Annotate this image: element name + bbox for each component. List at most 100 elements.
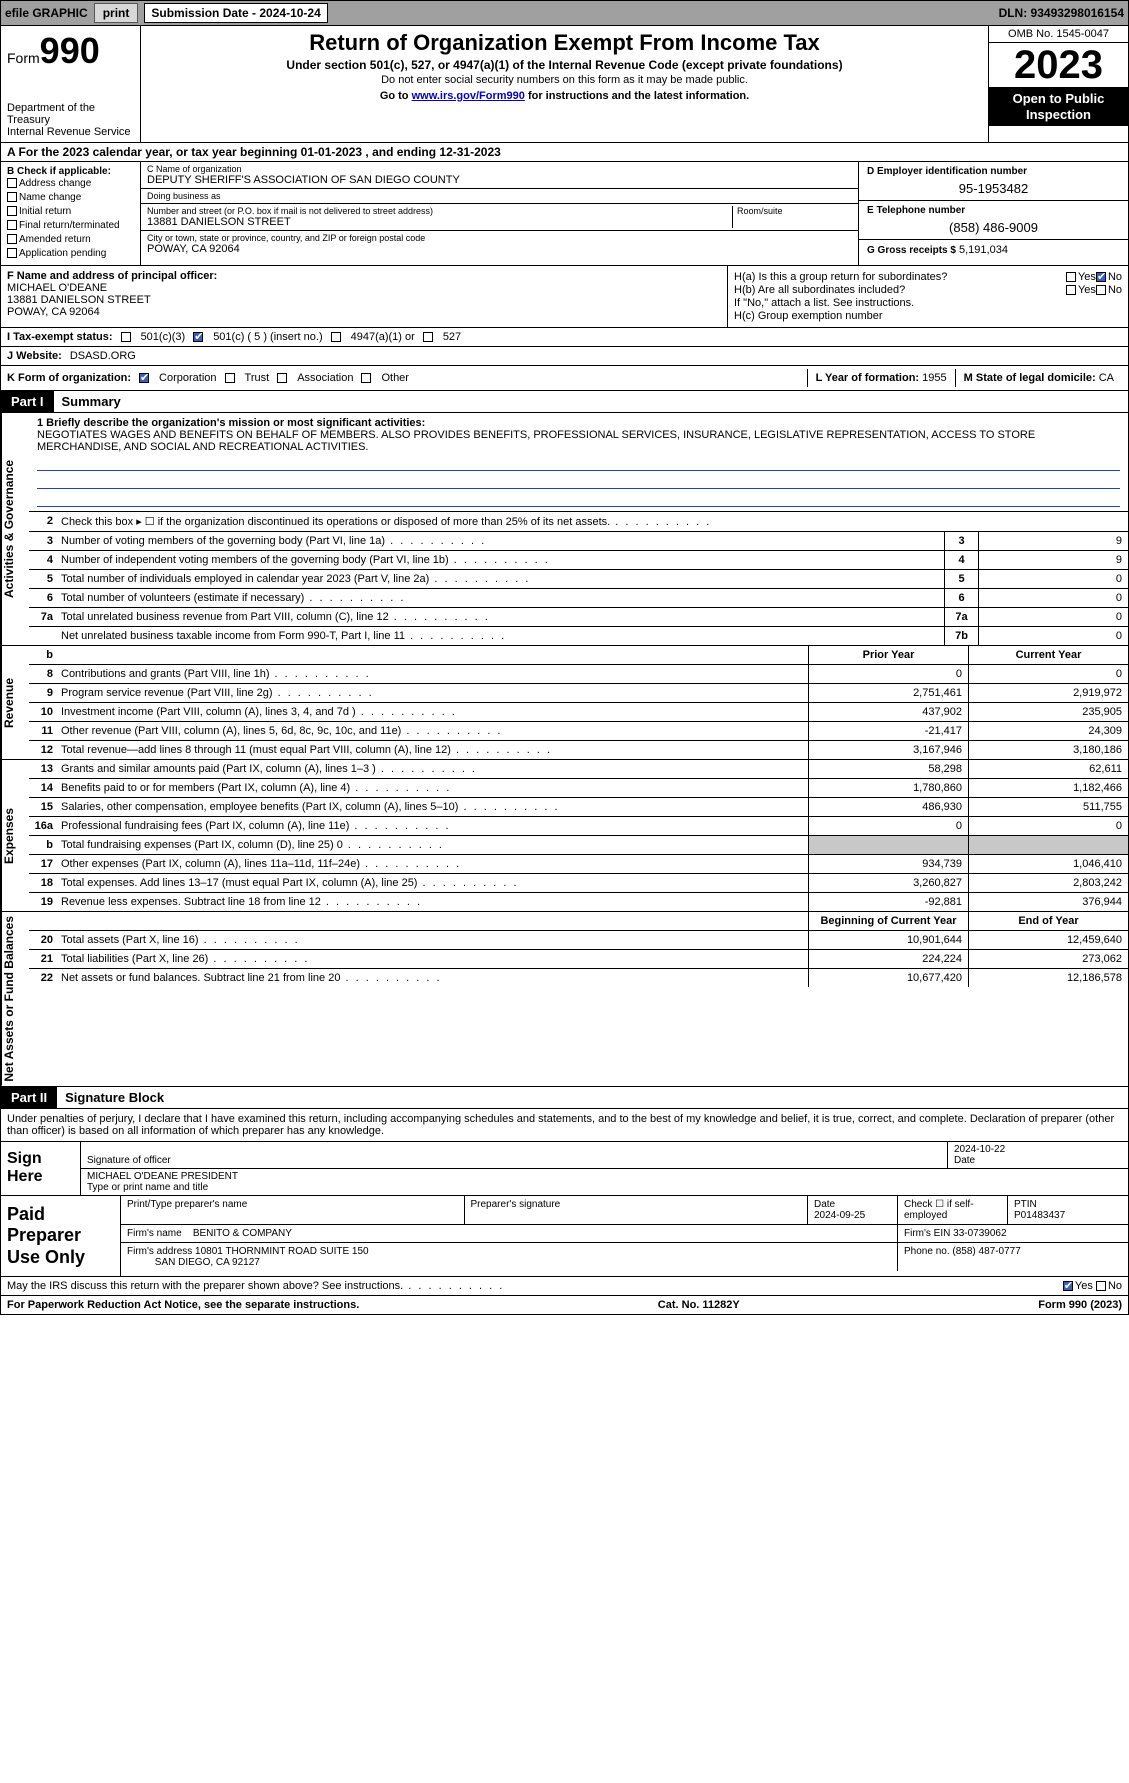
fin-line: 11Other revenue (Part VIII, column (A), … bbox=[29, 722, 1128, 741]
irs-discuss-yes[interactable] bbox=[1063, 1281, 1073, 1291]
mission-text: NEGOTIATES WAGES AND BENEFITS ON BEHALF … bbox=[37, 429, 1120, 453]
gross-label: G Gross receipts $ bbox=[867, 245, 956, 256]
irs-discuss-text: May the IRS discuss this return with the… bbox=[7, 1280, 504, 1292]
line-text: Benefits paid to or for members (Part IX… bbox=[57, 779, 808, 797]
efile-label: efile GRAPHIC bbox=[5, 6, 88, 20]
fin-line: 20Total assets (Part X, line 16)10,901,6… bbox=[29, 931, 1128, 950]
signature-intro: Under penalties of perjury, I declare th… bbox=[0, 1109, 1129, 1142]
chk-final-return[interactable]: Final return/terminated bbox=[7, 219, 134, 233]
line-text: Revenue less expenses. Subtract line 18 … bbox=[57, 893, 808, 911]
line-num: 18 bbox=[29, 874, 57, 892]
box-f: F Name and address of principal officer:… bbox=[1, 266, 728, 327]
box-b: B Check if applicable: Address change Na… bbox=[1, 162, 141, 265]
line-val: 0 bbox=[978, 570, 1128, 588]
h-a-yes[interactable] bbox=[1066, 272, 1076, 282]
mission-label: 1 Briefly describe the organization's mi… bbox=[37, 417, 1120, 429]
chk-amended-return[interactable]: Amended return bbox=[7, 233, 134, 247]
fin-line: 14Benefits paid to or for members (Part … bbox=[29, 779, 1128, 798]
expenses-vlabel: Expenses bbox=[1, 760, 29, 911]
form-header: Form990 Department of the Treasury Inter… bbox=[0, 26, 1129, 143]
preparer-date: 2024-09-25 bbox=[814, 1210, 891, 1221]
chk-527[interactable] bbox=[423, 332, 433, 342]
domicile-label: M State of legal domicile: bbox=[964, 372, 1099, 384]
current-year-val: 2,803,242 bbox=[968, 874, 1128, 892]
chk-initial-return[interactable]: Initial return bbox=[7, 205, 134, 219]
line-num: 7a bbox=[29, 608, 57, 626]
fin-line: 17Other expenses (Part IX, column (A), l… bbox=[29, 855, 1128, 874]
prior-year-val: 10,677,420 bbox=[808, 969, 968, 987]
line-ref: 5 bbox=[944, 570, 978, 588]
section-net-assets: Net Assets or Fund Balances Beginning of… bbox=[0, 912, 1129, 1087]
ptin-value: P01483437 bbox=[1014, 1210, 1122, 1221]
block-bcde: B Check if applicable: Address change Na… bbox=[0, 162, 1129, 266]
box-b-header: B Check if applicable: bbox=[7, 166, 134, 177]
chk-corporation[interactable] bbox=[139, 373, 149, 383]
fin-line: 15Salaries, other compensation, employee… bbox=[29, 798, 1128, 817]
line-text: Other expenses (Part IX, column (A), lin… bbox=[57, 855, 808, 873]
officer-name: MICHAEL O'DEANE bbox=[7, 282, 721, 294]
print-button[interactable]: print bbox=[94, 3, 139, 23]
city-value: POWAY, CA 92064 bbox=[147, 243, 852, 255]
current-year-val: 235,905 bbox=[968, 703, 1128, 721]
current-year-val: 12,186,578 bbox=[968, 969, 1128, 987]
prior-year-val: 3,260,827 bbox=[808, 874, 968, 892]
line-num: 19 bbox=[29, 893, 57, 911]
line-text: Total revenue—add lines 8 through 11 (mu… bbox=[57, 741, 808, 759]
firm-name-label: Firm's name bbox=[127, 1228, 182, 1239]
form-goto: Go to www.irs.gov/Form990 for instructio… bbox=[149, 90, 980, 102]
chk-501c3[interactable] bbox=[121, 332, 131, 342]
h-b-no[interactable] bbox=[1096, 285, 1106, 295]
prior-year-val: 934,739 bbox=[808, 855, 968, 873]
h-b-yes[interactable] bbox=[1066, 285, 1076, 295]
line-num: 5 bbox=[29, 570, 57, 588]
firm-name: BENITO & COMPANY bbox=[193, 1228, 292, 1239]
year-formation-value: 1955 bbox=[922, 372, 946, 384]
chk-address-change[interactable]: Address change bbox=[7, 177, 134, 191]
preparer-date-label: Date bbox=[814, 1199, 891, 1210]
gov-line: 2Check this box ▸ ☐ if the organization … bbox=[29, 512, 1128, 532]
irs-link[interactable]: www.irs.gov/Form990 bbox=[412, 90, 525, 102]
form-org-label: K Form of organization: bbox=[7, 372, 131, 384]
part-2-title: Signature Block bbox=[57, 1087, 1128, 1108]
current-year-val: 376,944 bbox=[968, 893, 1128, 911]
fin-line: 12Total revenue—add lines 8 through 11 (… bbox=[29, 741, 1128, 759]
line-num: 21 bbox=[29, 950, 57, 968]
line-num: b bbox=[29, 836, 57, 854]
lm-section: L Year of formation: 1955 M State of leg… bbox=[807, 369, 1122, 387]
submission-date: Submission Date - 2024-10-24 bbox=[144, 3, 327, 23]
h-a-no[interactable] bbox=[1096, 272, 1106, 282]
current-year-val: 1,046,410 bbox=[968, 855, 1128, 873]
room-label: Room/suite bbox=[737, 206, 852, 216]
line-text: Total unrelated business revenue from Pa… bbox=[57, 608, 944, 626]
chk-other[interactable] bbox=[361, 373, 371, 383]
chk-4947[interactable] bbox=[331, 332, 341, 342]
chk-name-change[interactable]: Name change bbox=[7, 191, 134, 205]
preparer-name-label: Print/Type preparer's name bbox=[127, 1199, 458, 1210]
dba-label: Doing business as bbox=[147, 191, 852, 201]
line-text: Total assets (Part X, line 16) bbox=[57, 931, 808, 949]
topbar: efile GRAPHIC print Submission Date - 20… bbox=[0, 0, 1129, 26]
omb-number: OMB No. 1545-0047 bbox=[989, 26, 1128, 43]
chk-association[interactable] bbox=[277, 373, 287, 383]
chk-501c[interactable] bbox=[193, 332, 203, 342]
line-val: 0 bbox=[978, 627, 1128, 645]
officer-street: 13881 DANIELSON STREET bbox=[7, 294, 721, 306]
self-employed-check[interactable]: Check ☐ if self-employed bbox=[898, 1196, 1008, 1224]
irs-discuss-no[interactable] bbox=[1096, 1281, 1106, 1291]
fin-line: 8Contributions and grants (Part VIII, li… bbox=[29, 665, 1128, 684]
section-expenses: Expenses 13Grants and similar amounts pa… bbox=[0, 760, 1129, 912]
officer-printed-name: MICHAEL O'DEANE PRESIDENT bbox=[87, 1171, 1122, 1182]
prior-year-val: -92,881 bbox=[808, 893, 968, 911]
governance-vlabel: Activities & Governance bbox=[1, 413, 29, 645]
row-i: I Tax-exempt status: 501(c)(3) 501(c) ( … bbox=[0, 328, 1129, 347]
chk-trust[interactable] bbox=[225, 373, 235, 383]
h-a-label: H(a) Is this a group return for subordin… bbox=[734, 271, 1066, 283]
chk-application-pending[interactable]: Application pending bbox=[7, 247, 134, 261]
block-fh: F Name and address of principal officer:… bbox=[0, 266, 1129, 328]
line-num: 13 bbox=[29, 760, 57, 778]
firm-ein: 33-0739062 bbox=[953, 1228, 1006, 1239]
org-name-label: C Name of organization bbox=[147, 164, 852, 174]
line-val: 0 bbox=[978, 589, 1128, 607]
current-year-val bbox=[968, 836, 1128, 854]
line-ref: 4 bbox=[944, 551, 978, 569]
